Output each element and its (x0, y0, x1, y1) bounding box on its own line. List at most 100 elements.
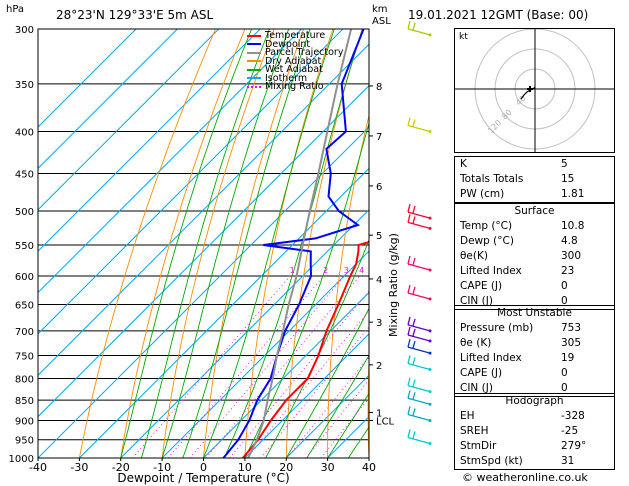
isotherm--110 (38, 29, 178, 170)
asl-unit-label: ASL (372, 16, 391, 27)
legend-label: Mixing Ratio (265, 81, 324, 92)
dry-adiabat-7 (367, 351, 369, 458)
pressure-tick-label-450: 450 (15, 169, 34, 180)
temp-tick-label--40: -40 (29, 461, 47, 474)
legend-label: Dry Adiabat (265, 55, 322, 67)
pressure-tick-label-700: 700 (15, 327, 34, 338)
pressure-tick-label-900: 900 (15, 416, 34, 427)
mu-cape-label: CAPE (J) (460, 367, 503, 379)
isotherm--30 (79, 167, 369, 458)
dry-adiabat-2 (161, 29, 275, 458)
wind-barb-12 (407, 406, 432, 422)
legend-item: Dry Adiabat (247, 55, 322, 67)
wet-adiabat-15 (265, 238, 369, 458)
dry-adiabat-3 (203, 29, 305, 458)
mixing-ratio-label-1: 1 (290, 266, 295, 275)
most-unstable-table: Most Unstable Pressure (mb) 753 θe (K) 305… (454, 305, 615, 397)
wind-barb-13 (407, 429, 432, 445)
temp-tick-label-30: 30 (321, 461, 335, 474)
temp-tick-label-0: 0 (200, 461, 207, 474)
pressure-tick-label-800: 800 (15, 374, 34, 385)
surface-table: Surface Temp (°C) 10.8 Dewp (°C) 4.8 θe(K)… (454, 203, 615, 310)
km-unit-label: km (372, 4, 388, 15)
isotherm--20 (120, 209, 369, 458)
isotherm-20 (285, 374, 369, 458)
isotherm--90 (38, 29, 261, 252)
km-tick-label-LCL: LCL (376, 416, 395, 427)
stmdir-value: 279° (561, 440, 587, 452)
legend-label: Dewpoint (265, 38, 311, 50)
hodograph-panel: kt 40 80 120 (454, 28, 615, 153)
surface-thetae-label: θe(K) (460, 250, 488, 262)
legend-label: Parcel Trajectory (265, 47, 344, 58)
isotherm--80 (38, 29, 302, 294)
temp-tick-label--10: -10 (153, 461, 171, 474)
hodograph-ring-label-2: 120 (486, 118, 503, 135)
eh-label: EH (460, 410, 475, 422)
legend-item: Parcel Trajectory (247, 48, 343, 58)
right-axis-label: Mixing Ratio (g/kg) (387, 233, 400, 337)
pressure-tick-label-550: 550 (15, 241, 34, 252)
storm-motion-marker (527, 86, 533, 92)
plot-area: 1 2 3 4 6 8 10 15 20 25 (38, 29, 450, 458)
wind-barb-3 (407, 214, 432, 230)
hodograph-table: Hodograph EH -328 SREH -25 StmDir 279° StmS… (454, 393, 615, 470)
mixing-ratio-line-3 (189, 275, 345, 458)
dry-adiabat-8 (407, 29, 450, 458)
pw-label: PW (cm) (460, 188, 505, 200)
indices-top-table: K 5 Totals Totals 15 PW (cm) 1.81 (454, 156, 615, 203)
legend-swatch (247, 85, 261, 88)
pressure-tick-label-350: 350 (15, 80, 34, 91)
legend-swatch (247, 77, 261, 79)
surface-title: Surface (514, 205, 555, 217)
totals-totals-value: 15 (561, 173, 575, 185)
pressure-tick-label-600: 600 (15, 272, 34, 283)
surface-cape-label: CAPE (J) (460, 280, 503, 292)
isotherm--100 (38, 29, 220, 211)
isotherm--70 (38, 29, 344, 335)
legend-swatch (247, 43, 261, 45)
mu-cape-value: 0 (561, 367, 568, 379)
isotherm--50 (38, 84, 369, 418)
mixing-ratio-line-1 (132, 275, 291, 458)
wind-barb-11 (407, 390, 432, 406)
pw-value: 1.81 (561, 188, 585, 200)
hodograph-trace (520, 86, 536, 100)
pressure-tick-label-1000: 1000 (9, 454, 34, 465)
km-tick-label-5: 5 (376, 231, 382, 242)
totals-totals-label: Totals Totals (460, 173, 524, 185)
wet-adiabat--5 (182, 29, 311, 458)
surface-temp-value: 10.8 (561, 220, 585, 232)
wet-adiabat--15 (140, 29, 270, 458)
k-index-label: K (460, 158, 467, 170)
legend-item: Mixing Ratio (247, 82, 324, 92)
mixing-ratio-line-6 (229, 290, 369, 458)
pressure-tick-label-950: 950 (15, 436, 34, 447)
wet-adiabat--20 (120, 29, 253, 458)
dry-adiabat-6 (327, 113, 369, 458)
surface-temp-label: Temp (°C) (460, 220, 513, 232)
sreh-value: -25 (561, 425, 579, 437)
stmspd-value: 31 (561, 455, 575, 467)
stmspd-label: StmSpd (kt) (460, 455, 523, 467)
dry-adiabat-4 (244, 29, 334, 458)
dry-adiabat-0 (78, 29, 217, 458)
isotherm--40 (38, 126, 369, 458)
pressure-tick-label-300: 300 (15, 25, 34, 36)
km-tick-label-2: 2 (376, 361, 382, 372)
mu-cin-label: CIN (J) (460, 382, 493, 394)
most-unstable-title: Most Unstable (497, 307, 572, 319)
stmdir-label: StmDir (460, 440, 497, 452)
wind-barb-5 (407, 284, 432, 301)
pressure-tick-label-650: 650 (15, 301, 34, 312)
k-index-value: 5 (561, 158, 568, 170)
km-tick-label-3: 3 (376, 318, 382, 329)
mu-pressure-label: Pressure (mb) (460, 322, 534, 334)
wet-adiabat-20 (285, 307, 369, 458)
wet-adiabat-25 (306, 354, 369, 458)
legend-swatch (247, 34, 261, 37)
legend-label: Wet Adiabat (265, 64, 323, 75)
surface-cape-value: 0 (561, 280, 568, 292)
wet-adiabat--10 (161, 29, 290, 458)
